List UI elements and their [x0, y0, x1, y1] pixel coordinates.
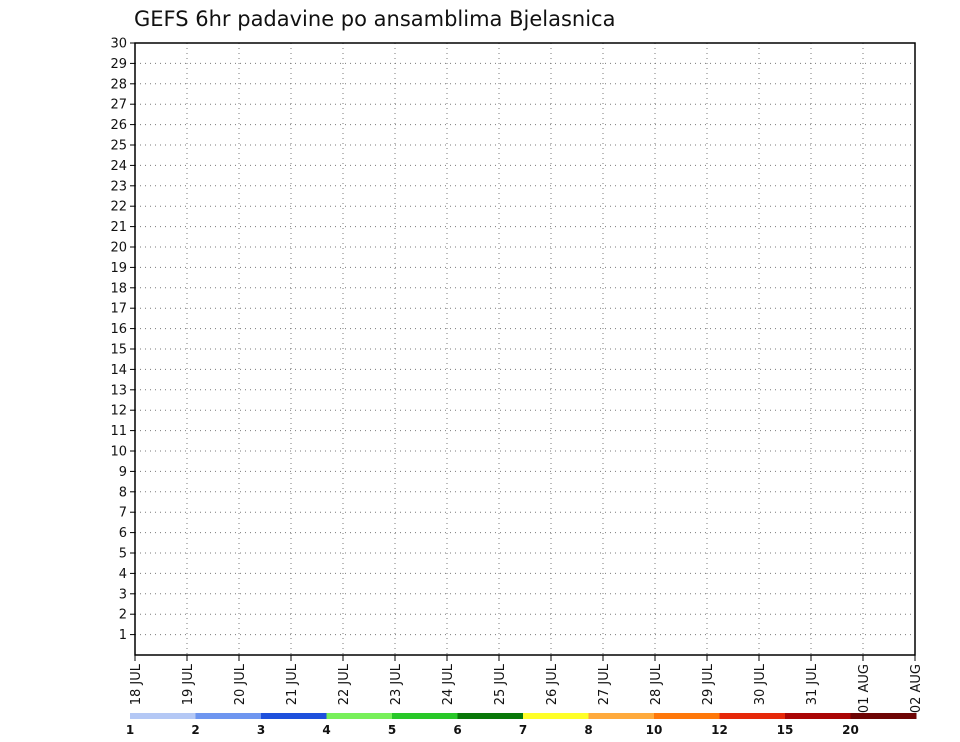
- y-tick-label: 25: [110, 139, 127, 154]
- y-tick-label: 15: [110, 343, 127, 358]
- y-tick-label: 12: [110, 404, 127, 419]
- color-legend: 1 2 3 4 5 6 7 8 10 12 15 20: [126, 713, 917, 737]
- y-tick-label: 14: [110, 363, 127, 378]
- legend-label: 2: [191, 723, 199, 737]
- y-tick-label: 26: [110, 118, 127, 133]
- legend-label: 20: [842, 723, 859, 737]
- y-tick-label: 23: [110, 179, 127, 194]
- x-tick-label: 30 JUL: [753, 663, 768, 705]
- y-tick-label: 19: [110, 261, 127, 276]
- legend-swatch: [654, 713, 720, 719]
- legend-label: 10: [646, 723, 663, 737]
- y-tick-label: 28: [110, 77, 127, 92]
- legend-swatch: [130, 713, 196, 719]
- grid-lines: [135, 42, 915, 655]
- legend-label: 5: [388, 723, 396, 737]
- legend-label: 4: [322, 723, 330, 737]
- legend-swatch: [261, 713, 327, 719]
- x-tick-label: 22 JUL: [337, 663, 352, 705]
- y-tick-label: 6: [119, 526, 127, 541]
- legend-swatch: [850, 713, 917, 719]
- x-tick-label: 01 AUG: [857, 664, 872, 713]
- y-tick-label: 17: [110, 302, 127, 317]
- legend-swatch: [719, 713, 786, 719]
- x-tick-label: 26 JUL: [545, 663, 560, 705]
- x-axis-ticks: 18 JUL 19 JUL 20 JUL 21 JUL 22 JUL 23 JUL 24 J…: [129, 655, 924, 713]
- legend-swatch: [326, 713, 393, 719]
- legend-swatch: [392, 713, 458, 719]
- legend-swatch: [457, 713, 524, 719]
- y-tick-label: 11: [110, 424, 127, 439]
- y-tick-label: 29: [110, 57, 127, 72]
- y-tick-label: 24: [110, 159, 127, 174]
- y-tick-label: 27: [110, 98, 127, 113]
- y-tick-label: 1: [119, 628, 127, 643]
- chart-title: GEFS 6hr padavine po ansamblima Bjelasni…: [134, 7, 615, 31]
- y-tick-label: 18: [110, 281, 127, 296]
- x-tick-label: 19 JUL: [181, 663, 196, 705]
- y-tick-label: 9: [119, 465, 127, 480]
- y-tick-label: 16: [110, 322, 127, 337]
- x-tick-label: 23 JUL: [389, 663, 404, 705]
- legend-label: 15: [777, 723, 794, 737]
- y-tick-label: 30: [110, 37, 127, 52]
- y-tick-label: 7: [119, 506, 127, 521]
- x-tick-label: 29 JUL: [701, 663, 716, 705]
- legend-label: 7: [519, 723, 527, 737]
- x-tick-label: 02 AUG: [909, 664, 924, 713]
- y-tick-label: 4: [119, 567, 127, 582]
- x-tick-label: 24 JUL: [441, 663, 456, 705]
- x-tick-label: 28 JUL: [649, 663, 664, 705]
- legend-label: 3: [257, 723, 265, 737]
- y-tick-label: 8: [119, 485, 127, 500]
- legend-label: 1: [126, 723, 134, 737]
- y-tick-label: 10: [110, 445, 127, 460]
- legend-label: 8: [584, 723, 592, 737]
- y-tick-label: 2: [119, 608, 127, 623]
- x-tick-label: 21 JUL: [285, 663, 300, 705]
- legend-swatch: [195, 713, 262, 719]
- x-tick-label: 18 JUL: [129, 663, 144, 705]
- legend-swatch: [523, 713, 589, 719]
- legend-swatch: [588, 713, 655, 719]
- legend-label: 12: [711, 723, 728, 737]
- x-tick-label: 31 JUL: [805, 663, 820, 705]
- x-tick-label: 25 JUL: [493, 663, 508, 705]
- x-tick-label: 20 JUL: [233, 663, 248, 705]
- y-tick-label: 13: [110, 383, 127, 398]
- y-tick-label: 3: [119, 587, 127, 602]
- y-tick-label: 22: [110, 200, 127, 215]
- y-tick-label: 5: [119, 547, 127, 562]
- legend-swatch: [785, 713, 851, 719]
- x-tick-label: 27 JUL: [597, 663, 612, 705]
- legend-label: 6: [453, 723, 461, 737]
- y-tick-label: 20: [110, 241, 127, 256]
- y-axis-ticks: 1234567891011121314151617181920212223242…: [110, 37, 135, 643]
- y-tick-label: 21: [110, 220, 127, 235]
